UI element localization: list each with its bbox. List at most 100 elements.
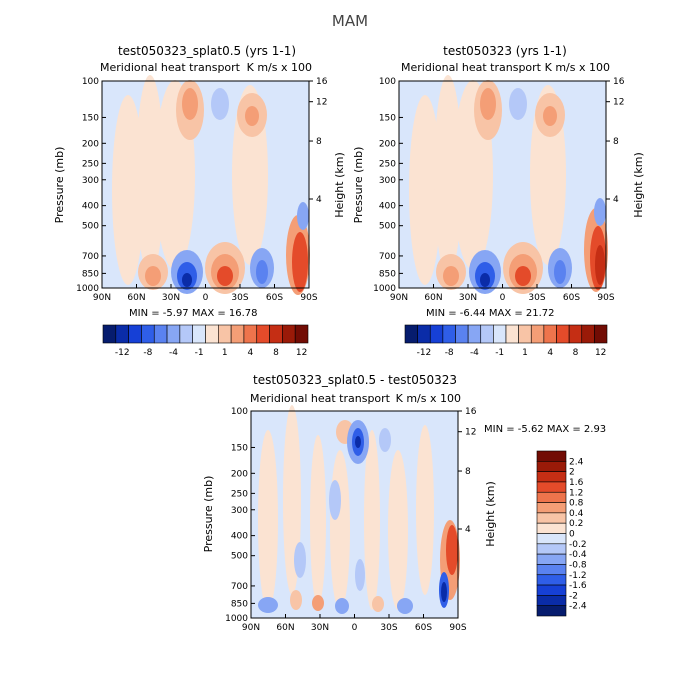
y2-tick-label: 12: [316, 98, 327, 108]
x-tick-label: 30S: [528, 293, 545, 303]
colorbar-box: [404, 324, 418, 344]
contour-blob: [434, 75, 462, 275]
panel-2-plot: 100 150 200 250 300 400 500 700 850 1000 16 12 8 4 9…: [373, 75, 625, 303]
panel-2-colorbar-boxes: [404, 324, 608, 344]
y2-tick-label: 12: [613, 98, 624, 108]
panel-2-field: [409, 75, 608, 294]
y-tick-label: 300: [379, 176, 396, 186]
colorbar-label: -0.2: [569, 540, 587, 550]
colorbar-box: [294, 324, 309, 344]
contour-blob: [397, 598, 413, 614]
colorbar-box: [417, 324, 431, 344]
panel-1-plot: 100 150 200 250 300 400 500 700 850 1000 16 12 8 4 9…: [76, 75, 328, 303]
y-tick-label: 1000: [76, 284, 99, 294]
panel-2-yticks: 100 150 200 250 300 400 500 700 850 1000: [373, 77, 403, 294]
colorbar-box: [536, 502, 567, 514]
panel-1-title: test050323_splat0.5 (yrs 1-1): [118, 44, 296, 58]
y-tick-label: 700: [82, 252, 99, 262]
colorbar-box: [166, 324, 181, 344]
contour-blob: [258, 430, 278, 610]
colorbar-box: [192, 324, 206, 344]
colorbar-box: [269, 324, 283, 344]
y2-tick-label: 4: [465, 525, 471, 535]
colorbar-box: [179, 324, 193, 344]
contour-blob: [355, 436, 361, 448]
contour-blob: [543, 106, 557, 126]
panel-1-ylabel: Pressure (mb): [53, 147, 66, 224]
colorbar-box: [205, 324, 219, 344]
colorbar-label: -4: [470, 348, 479, 358]
y-tick-label: 400: [82, 202, 99, 212]
colorbar-box: [505, 324, 519, 344]
colorbar-box: [536, 533, 567, 545]
colorbar-box: [581, 324, 595, 344]
y-tick-label: 150: [231, 443, 248, 453]
panel-1-colorbar-labels: -12 -8 -4 -1 1 4 8 12: [115, 348, 307, 358]
y-tick-label: 200: [82, 139, 99, 149]
y-tick-label: 400: [231, 532, 248, 542]
colorbar-box: [536, 595, 567, 606]
y-tick-label: 850: [379, 269, 396, 279]
panel-3-y2ticks: 16 12 8 4: [458, 407, 477, 535]
panel-3-xticks: 90N 60N 30N 0 30S 60S 90S: [242, 614, 467, 633]
y2-tick-label: 16: [613, 77, 625, 87]
colorbar-box: [536, 522, 567, 534]
contour-blob: [312, 595, 324, 611]
colorbar-box: [153, 324, 168, 344]
x-tick-label: 90S: [597, 293, 614, 303]
colorbar-label: 12: [595, 348, 606, 358]
x-tick-label: 90S: [300, 293, 317, 303]
colorbar-box: [442, 324, 456, 344]
colorbar-label: -12: [115, 348, 130, 358]
contour-blob: [292, 232, 308, 292]
contour-blob: [182, 88, 198, 120]
contour-blob: [211, 88, 229, 120]
colorbar-box: [556, 324, 570, 344]
contour-blob: [258, 597, 278, 613]
panel-3-yticks: 100 150 200 250 300 400 500 700 850 1000: [225, 407, 255, 624]
contour-blob: [364, 430, 380, 610]
colorbar-label: -1.6: [569, 581, 587, 591]
panel-2-title: test050323 (yrs 1-1): [443, 44, 567, 58]
y-tick-label: 300: [82, 176, 99, 186]
colorbar-label: -4: [169, 348, 178, 358]
contour-blob: [330, 450, 350, 610]
panel-3-units: K m/s x 100: [396, 392, 461, 405]
panel-3-minmax: MIN = -5.62 MAX = 2.93: [484, 424, 606, 435]
colorbar-label: -8: [445, 348, 454, 358]
y-tick-label: 100: [231, 407, 248, 417]
panel-3-y2label: Height (km): [484, 481, 497, 547]
contour-blob: [554, 260, 566, 284]
colorbar-box: [480, 324, 494, 344]
colorbar-box: [536, 553, 567, 565]
colorbar-label: 1.2: [569, 488, 583, 498]
x-tick-label: 90S: [449, 623, 466, 633]
panel-3-field: [258, 405, 460, 614]
colorbar-label: 4: [247, 348, 253, 358]
x-tick-label: 0: [352, 623, 358, 633]
x-tick-label: 30N: [459, 293, 477, 303]
figure-title: MAM: [332, 12, 368, 30]
panel-2-y2ticks: 16 12 8 4: [606, 77, 625, 205]
contour-blob: [136, 75, 164, 275]
contour-blob: [388, 450, 408, 610]
colorbar-box: [115, 324, 129, 344]
panel-1-y2label: Height (km): [333, 152, 346, 218]
colorbar-box: [536, 471, 567, 483]
colorbar-label: 2: [569, 468, 575, 478]
colorbar-box: [128, 324, 142, 344]
colorbar-box: [230, 324, 245, 344]
colorbar-box: [256, 324, 270, 344]
y-tick-label: 150: [379, 113, 396, 123]
y-tick-label: 850: [231, 599, 248, 609]
colorbar-box: [536, 450, 567, 462]
contour-blob: [480, 88, 496, 120]
panel-3: test050323_splat0.5 - test050323 Meridio…: [202, 373, 606, 633]
x-tick-label: 60N: [276, 623, 294, 633]
x-tick-label: 30S: [231, 293, 248, 303]
panel-1-units: K m/s x 100: [247, 61, 312, 74]
panel-2-units: K m/s x 100: [545, 61, 610, 74]
contour-blob: [112, 95, 144, 285]
y-tick-label: 300: [231, 506, 248, 516]
colorbar-box: [594, 324, 608, 344]
